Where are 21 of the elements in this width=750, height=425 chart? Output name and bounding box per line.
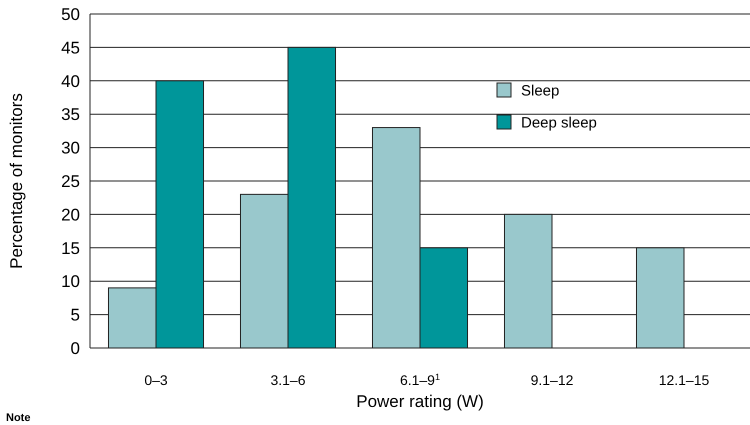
y-tick-label: 25 (61, 172, 80, 191)
y-tick-label: 20 (61, 205, 80, 224)
y-tick-label: 45 (61, 38, 80, 58)
x-tick-label: 3.1–6 (270, 372, 306, 388)
x-axis-title: Power rating (W) (356, 392, 484, 411)
x-tick-label: 6.1–9$^{1}$ (400, 372, 440, 388)
text: Note (6, 412, 30, 424)
y-tick-label: 30 (61, 138, 80, 158)
legend-label: Deep sleep (521, 114, 597, 132)
y-tick-label: 10 (61, 272, 80, 292)
x-tick-label: 0–3 (144, 372, 168, 388)
y-tick-label: 40 (61, 72, 80, 91)
x-tick-label: 12.1–15 (658, 372, 710, 388)
x-tick-label: 9.1–12 (530, 372, 574, 388)
y-tick-label: 15 (61, 238, 80, 258)
y-tick-label: 5 (70, 306, 80, 325)
y-axis-title: Percentage of monitors (7, 93, 26, 269)
y-tick-label: 50 (61, 4, 80, 24)
y-tick-label: 0 (70, 338, 80, 358)
y-tick-label: 35 (61, 105, 80, 124)
legend-label: Sleep (521, 82, 560, 100)
